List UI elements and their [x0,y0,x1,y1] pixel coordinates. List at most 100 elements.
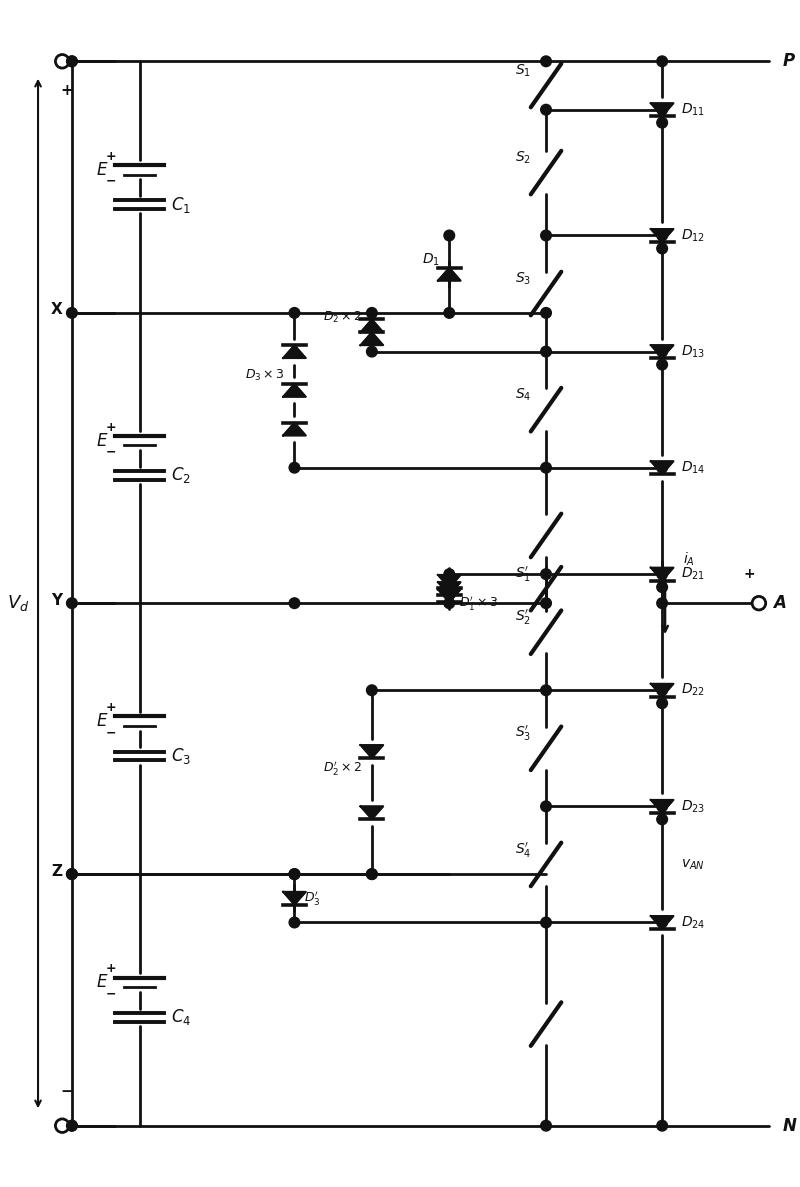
Text: $D_{13}$: $D_{13}$ [682,343,706,360]
Circle shape [541,598,551,609]
Circle shape [55,55,69,68]
Polygon shape [650,800,674,813]
Circle shape [66,1121,78,1131]
Text: +: + [106,702,116,715]
Circle shape [657,243,667,254]
Text: $D_3'$: $D_3'$ [304,889,321,907]
Circle shape [366,869,377,880]
Circle shape [657,104,667,115]
Text: P: P [783,52,795,70]
Circle shape [657,814,667,825]
Circle shape [55,1119,69,1132]
Polygon shape [438,575,461,588]
Text: $D_{11}$: $D_{11}$ [682,102,706,118]
Circle shape [657,347,667,357]
Text: $D_2' \times 2$: $D_2' \times 2$ [322,758,362,776]
Circle shape [366,869,377,880]
Circle shape [657,463,667,474]
Circle shape [541,104,551,115]
Polygon shape [650,229,674,242]
Circle shape [66,869,78,880]
Circle shape [541,463,551,474]
Polygon shape [650,684,674,697]
Circle shape [657,582,667,592]
Text: $D_{22}$: $D_{22}$ [682,683,706,698]
Circle shape [444,598,454,609]
Circle shape [66,56,78,66]
Polygon shape [361,806,383,819]
Text: −: − [106,726,116,740]
Text: $E$: $E$ [96,160,109,179]
Circle shape [541,685,551,696]
Circle shape [289,307,300,318]
Circle shape [541,307,551,318]
Circle shape [657,360,667,370]
Text: +: + [743,567,755,582]
Circle shape [66,307,78,318]
Polygon shape [283,345,306,358]
Text: $S_3'$: $S_3'$ [515,724,531,743]
Polygon shape [283,383,306,396]
Circle shape [657,698,667,709]
Text: $S_4$: $S_4$ [515,387,531,404]
Circle shape [366,685,377,696]
Text: $D_{12}$: $D_{12}$ [682,227,706,243]
Circle shape [541,569,551,579]
Text: N: N [783,1117,797,1135]
Text: $C_2$: $C_2$ [170,465,190,485]
Text: $V_d$: $V_d$ [7,594,30,614]
Polygon shape [650,567,674,580]
Polygon shape [650,103,674,116]
Circle shape [657,598,667,609]
Circle shape [289,918,300,928]
Polygon shape [361,332,383,345]
Polygon shape [361,319,383,332]
Circle shape [66,1121,78,1131]
Text: $D_3 \times 3$: $D_3 \times 3$ [245,368,285,383]
Text: A: A [774,595,786,612]
Text: $D_{24}$: $D_{24}$ [682,914,706,931]
Text: $v_{AN}$: $v_{AN}$ [682,857,706,871]
Circle shape [752,596,766,610]
Circle shape [366,347,377,357]
Text: −: − [106,446,116,458]
Circle shape [289,598,300,609]
Text: Y: Y [51,592,62,608]
Circle shape [657,56,667,66]
Circle shape [289,869,300,880]
Circle shape [289,869,300,880]
Text: −: − [106,988,116,1001]
Circle shape [541,801,551,812]
Text: $S_3$: $S_3$ [515,271,531,287]
Polygon shape [438,582,461,595]
Text: $D_{23}$: $D_{23}$ [682,798,706,814]
Circle shape [66,56,78,66]
Circle shape [66,869,78,880]
Text: X: X [50,303,62,317]
Text: $D_{21}$: $D_{21}$ [682,566,706,583]
Text: $S_2$: $S_2$ [515,150,531,166]
Text: $D_2 \times 2$: $D_2 \times 2$ [322,310,362,325]
Circle shape [657,1121,667,1131]
Text: $S_1'$: $S_1'$ [515,565,531,584]
Circle shape [289,463,300,474]
Polygon shape [650,916,674,929]
Text: $C_3$: $C_3$ [170,747,190,766]
Text: $i_A$: $i_A$ [683,551,695,569]
Text: +: + [106,150,116,163]
Polygon shape [283,423,306,436]
Circle shape [657,230,667,241]
Text: +: + [106,963,116,976]
Circle shape [366,307,377,318]
Polygon shape [438,590,461,603]
Text: $D_{14}$: $D_{14}$ [682,459,706,476]
Circle shape [541,230,551,241]
Circle shape [657,801,667,812]
Polygon shape [438,268,461,280]
Polygon shape [361,745,383,758]
Circle shape [657,685,667,696]
Text: $E$: $E$ [96,432,109,450]
Circle shape [541,347,551,357]
Text: $S_4'$: $S_4'$ [515,840,531,859]
Text: +: + [61,83,74,97]
